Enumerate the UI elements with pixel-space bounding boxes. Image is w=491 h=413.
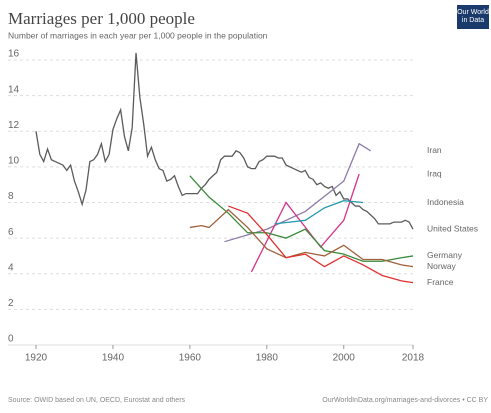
x-tick-label: 1980 [256, 353, 279, 364]
legend-label: Indonesia [427, 197, 464, 207]
chart-subtitle: Number of marriages in each year per 1,0… [8, 30, 268, 40]
y-tick-label: 0 [8, 334, 14, 345]
y-tick-label: 16 [8, 49, 20, 60]
url: OurWorldInData.org/marriages-and-divorce… [322, 397, 488, 404]
legend-label: Iran [427, 145, 442, 155]
legend-label: Germany [427, 250, 463, 260]
legend-label: Iraq [427, 168, 442, 178]
series-line [189, 208, 414, 268]
y-tick-label: 2 [8, 298, 14, 309]
logo: Our World in Data [457, 9, 489, 24]
legend-label: United States [427, 223, 478, 233]
legend-label: Norway [427, 261, 457, 271]
y-tick-label: 12 [8, 120, 20, 131]
y-tick-label: 8 [8, 191, 14, 202]
logo-box [457, 5, 489, 29]
series-line [228, 205, 414, 284]
series-line [189, 175, 414, 262]
series-line [274, 200, 364, 225]
y-tick-label: 14 [8, 84, 20, 95]
source: Source: OWID based on UN, OECD, Eurostat… [8, 397, 186, 404]
x-tick-label: 2018 [402, 353, 425, 364]
x-tick-label: 1960 [179, 353, 202, 364]
chart-title: Marriages per 1,000 people [8, 9, 195, 28]
legend-label: France [427, 277, 454, 287]
y-tick-label: 6 [8, 227, 14, 238]
x-tick-label: 2000 [333, 353, 356, 364]
x-tick-label: 1920 [25, 353, 48, 364]
y-tick-label: 4 [8, 262, 14, 273]
x-tick-label: 1940 [102, 353, 125, 364]
series-line [224, 142, 372, 243]
series-line [250, 173, 360, 273]
logo-text: Our World in Data [457, 9, 489, 24]
y-tick-label: 10 [8, 156, 20, 167]
